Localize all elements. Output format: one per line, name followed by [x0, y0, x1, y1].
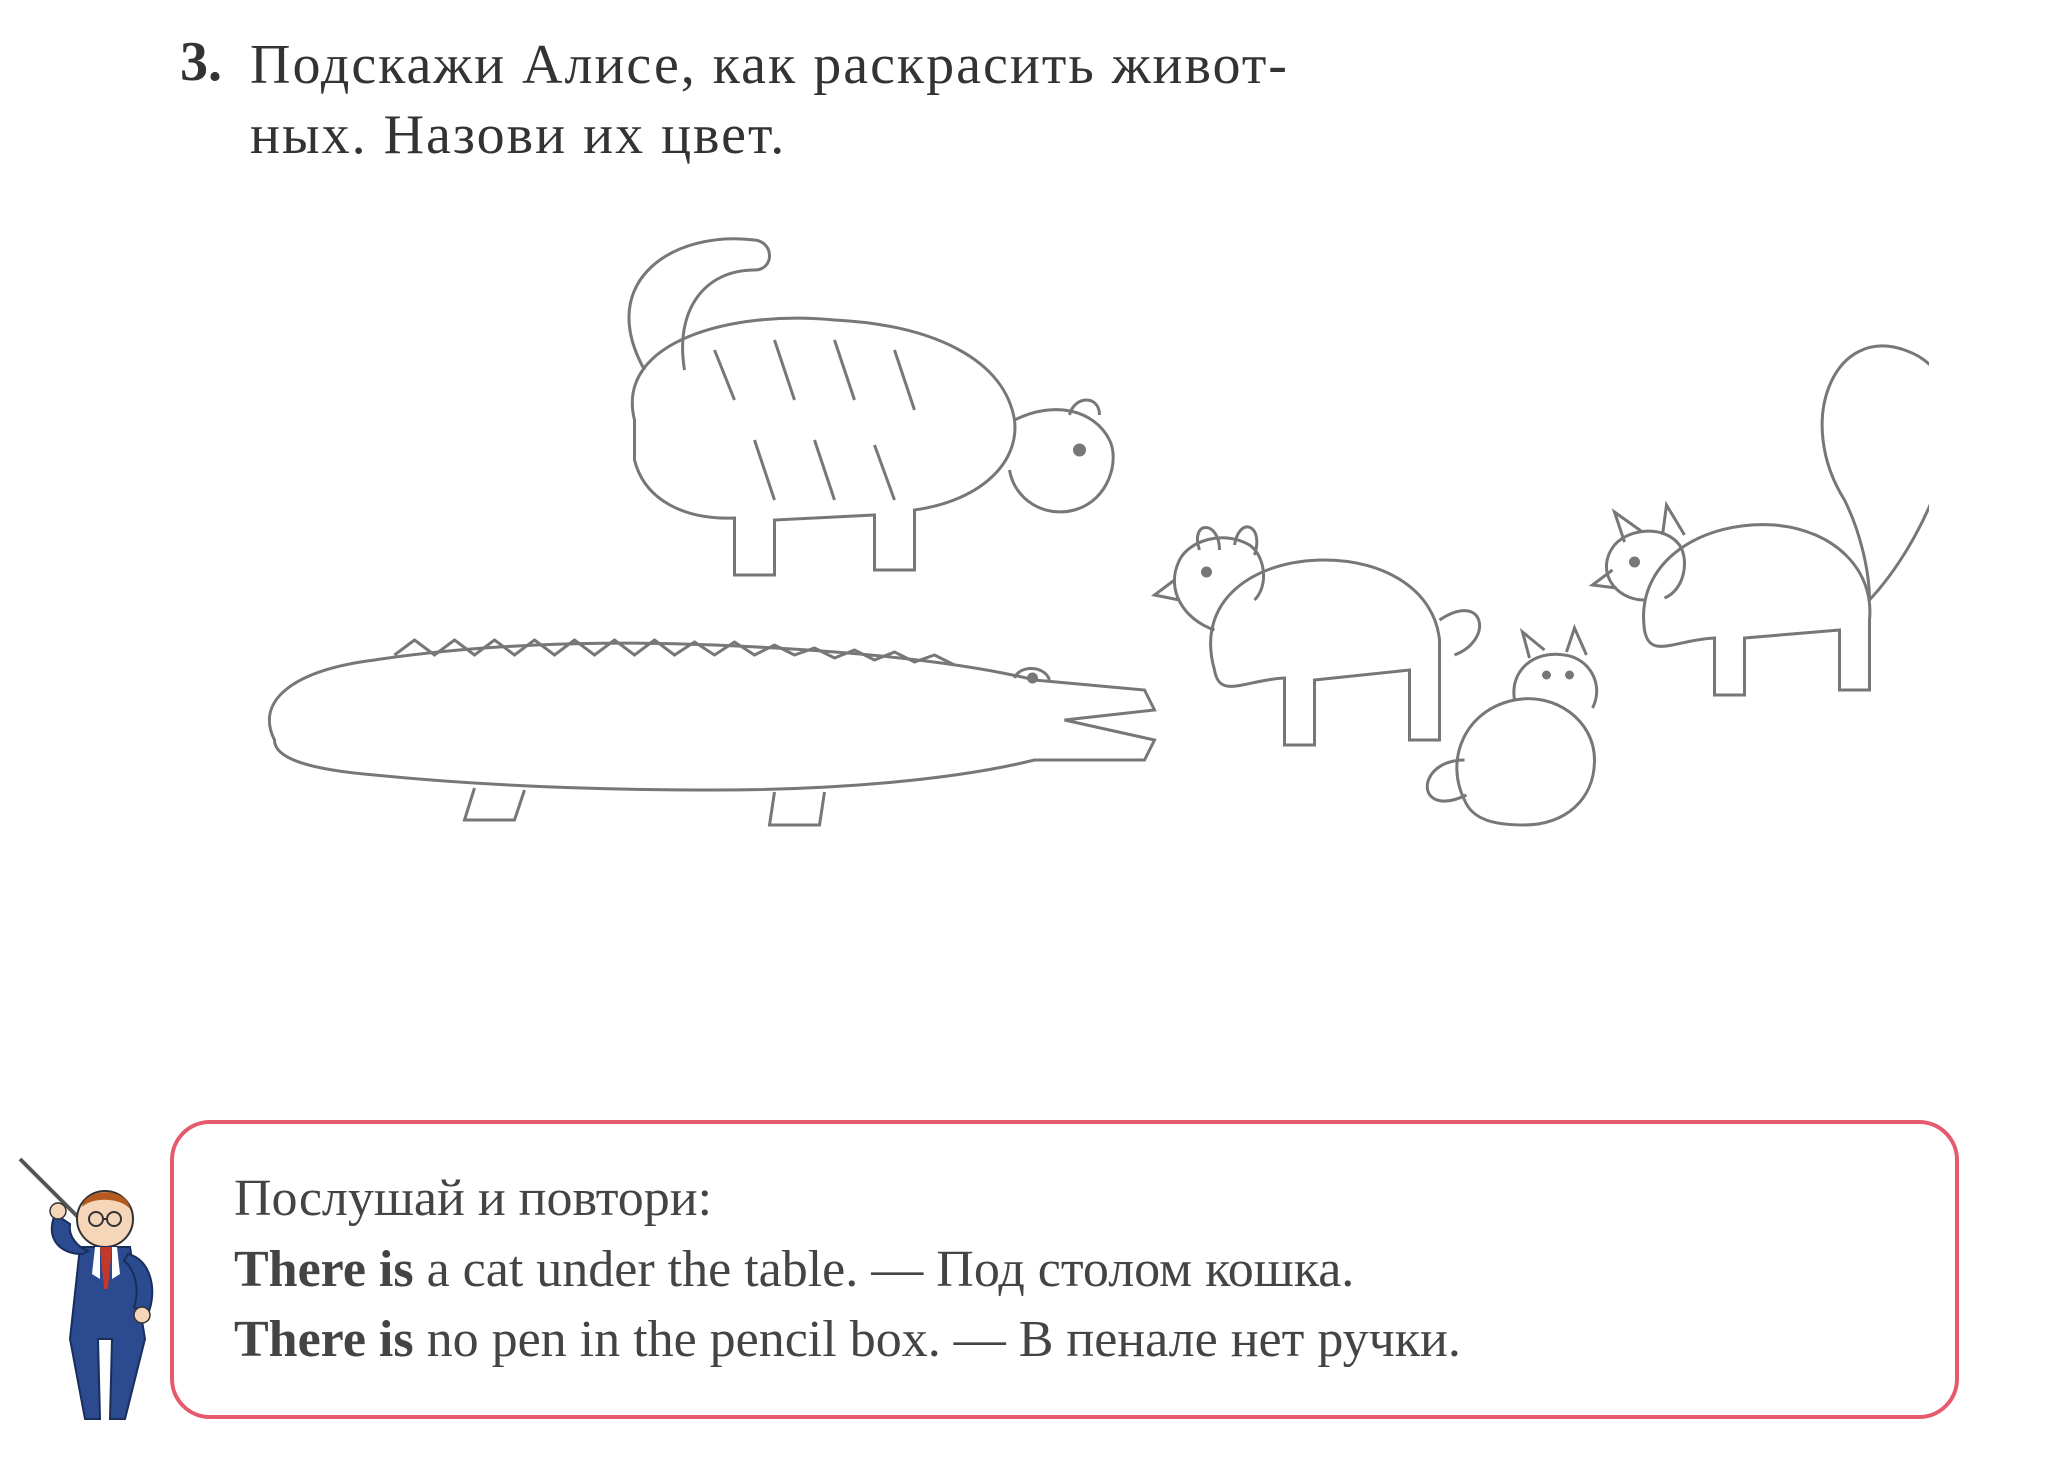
lesson-sentence-1-rest: a cat under the table. — Под столом кошк…	[414, 1241, 1355, 1298]
lesson-box: Послушай и повтори: There is a cat under…	[170, 1120, 1959, 1419]
animal-illustration-area	[200, 200, 1929, 840]
exercise-text-line1: Подскажи Алисе, как раскрасить живот-	[250, 30, 1929, 100]
lesson-sentence-1-bold: There is	[234, 1241, 414, 1298]
lesson-intro: Послушай и повтори:	[234, 1164, 1895, 1234]
animals-svg	[200, 200, 1929, 840]
tiger-icon	[629, 239, 1113, 575]
cat-icon	[1427, 628, 1596, 825]
lesson-sentence-2-bold: There is	[234, 1311, 414, 1368]
page: 3. Подскажи Алисе, как раскрасить живот-…	[0, 0, 2049, 1469]
teacher-icon	[0, 1129, 180, 1429]
exercise-number: 3.	[180, 30, 222, 94]
fox-icon	[1593, 346, 1930, 695]
lesson-sentence-2-rest: no pen in the pencil box. — В пенале нет…	[414, 1311, 1461, 1368]
exercise-text: Подскажи Алисе, как раскрасить живот- ны…	[250, 30, 1929, 170]
lesson-sentence-1: There is a cat under the table. — Под ст…	[234, 1235, 1895, 1305]
exercise-text-line2: ных. Назови их цвет.	[250, 100, 1929, 170]
lesson-sentence-2: There is no pen in the pencil box. — В п…	[234, 1305, 1895, 1375]
crocodile-icon	[269, 640, 1154, 825]
dog-icon	[1155, 527, 1480, 745]
